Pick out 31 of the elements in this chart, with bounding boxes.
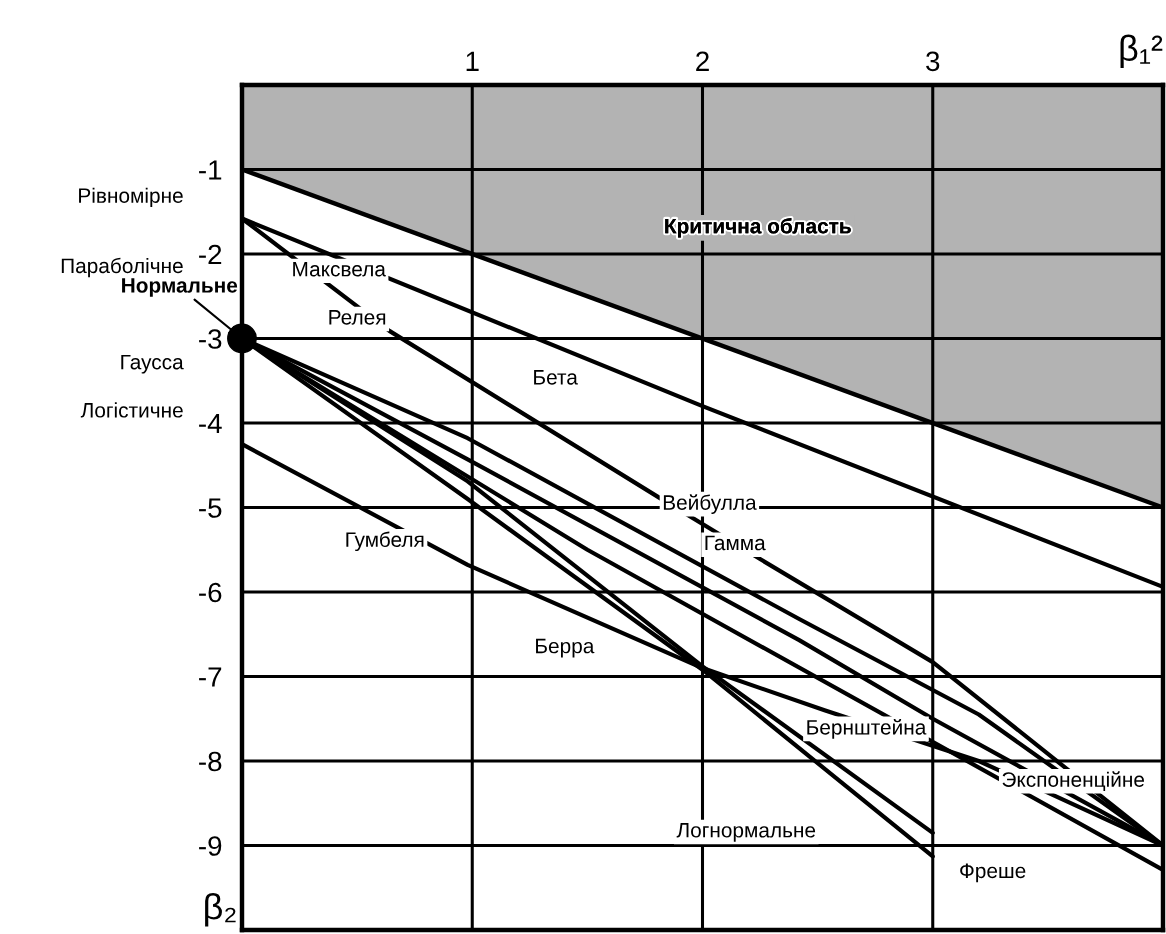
annotation: Вейбулла <box>663 494 757 515</box>
annotation: Гамма <box>705 535 766 551</box>
annotation: Релея <box>329 310 386 325</box>
text: Логістичне <box>80 402 183 418</box>
y-tick-label: -2 <box>199 244 222 265</box>
annotation: Гумбеля <box>346 531 424 552</box>
text: Гаусса <box>121 354 184 374</box>
y-tick-label: -7 <box>199 667 222 687</box>
x-tick-label: 2 <box>696 51 709 71</box>
annotation: Нормальне <box>122 278 238 297</box>
y-tick-label: -5 <box>199 498 222 518</box>
x-axis-title: β₁² <box>1120 34 1163 69</box>
y-axis-title: β₂ <box>205 892 236 927</box>
y-tick-label: -9 <box>199 836 222 856</box>
x-tick-label: 3 <box>926 51 940 72</box>
text: Рівномірне <box>79 187 183 208</box>
annotation: Максвела <box>293 261 386 277</box>
y-tick-label: -4 <box>199 413 222 434</box>
y-tick-label: -1 <box>199 160 222 180</box>
y-tick-label: -8 <box>199 751 222 772</box>
annotation: Логнормальне <box>676 823 816 842</box>
annotation: Берра <box>536 638 595 658</box>
y-tick-label: -3 <box>199 329 222 349</box>
text: Параболічне <box>61 257 183 278</box>
x-tick-label: 1 <box>466 51 479 71</box>
annotation: Критична область <box>665 218 851 238</box>
annotation: Бернштейна <box>807 719 927 739</box>
annotation: Бета <box>534 370 578 385</box>
y-tick-label: -6 <box>199 582 222 603</box>
annotation: Экспоненційне <box>1002 771 1145 791</box>
annotation: Фреше <box>960 863 1026 883</box>
